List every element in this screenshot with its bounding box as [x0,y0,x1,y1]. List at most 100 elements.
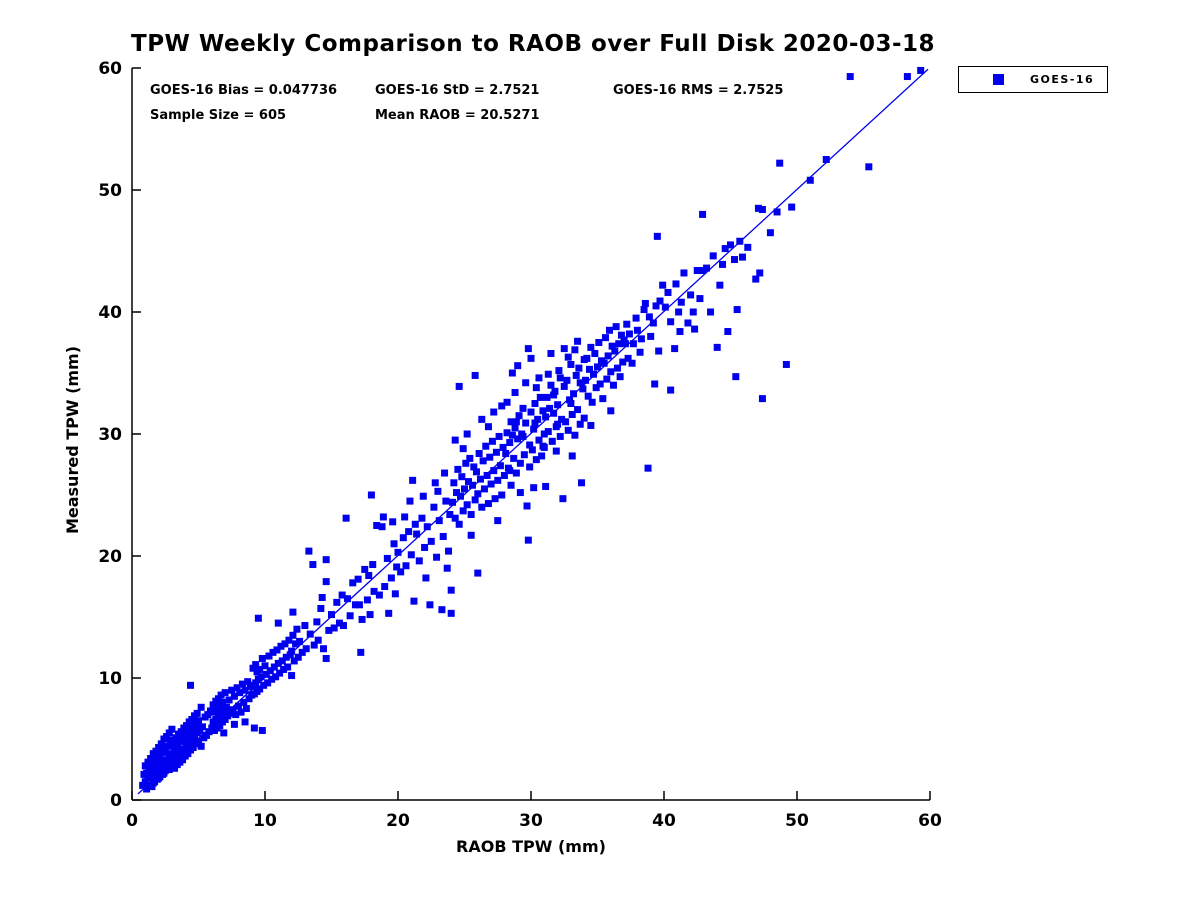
y-axis-label: Measured TPW (mm) [63,346,82,534]
data-point [260,681,268,689]
data-point [218,698,226,706]
data-point [609,381,617,389]
data-point [596,380,604,388]
x-tick-label: 40 [652,811,676,831]
data-point [152,768,160,776]
y-tick-label: 10 [98,669,122,689]
data-point [520,451,528,459]
data-point [530,484,538,492]
data-point [766,229,774,237]
data-point [266,667,274,675]
data-point [426,601,434,609]
data-point [171,745,179,753]
data-point [155,774,163,782]
data-point [441,469,449,477]
data-point [349,579,357,587]
data-point [378,523,386,531]
data-point [309,561,317,569]
data-point [576,379,584,387]
data-point [503,398,511,406]
data-point [228,686,236,694]
data-point [249,664,257,672]
data-point [230,692,238,700]
data-point [548,437,556,445]
data-point [393,563,401,571]
data-point [568,452,576,460]
data-point [233,684,241,692]
data-point [458,473,466,481]
data-point [293,625,301,633]
data-point [289,631,297,639]
data-point [180,745,188,753]
data-point [241,686,249,694]
data-point [547,349,555,357]
data-point [628,359,636,367]
data-point [571,431,579,439]
data-point [556,374,564,382]
data-point [184,750,192,758]
data-point [245,695,253,703]
data-point [583,354,591,362]
data-point [234,702,242,710]
data-point [684,319,692,327]
stat-sample-size: Sample Size = 605 [150,108,287,123]
data-point [562,418,570,426]
data-point [254,614,262,622]
data-point [317,604,325,612]
data-point [262,670,270,678]
data-point [423,523,431,531]
data-point [526,463,534,471]
data-point [455,382,463,390]
data-point [615,340,623,348]
data-point [370,587,378,595]
data-point [175,751,183,759]
data-point [486,453,494,461]
data-point [567,400,575,407]
data-point [484,500,492,508]
data-point [595,339,603,346]
data-point [177,728,185,736]
data-point [139,781,147,789]
data-point [322,578,330,586]
data-point [758,395,766,403]
data-point [216,722,224,730]
data-point [258,654,266,662]
data-point [212,715,220,723]
data-point [738,253,746,261]
data-point [358,615,366,623]
data-point [564,353,572,361]
data-point [232,711,240,719]
data-point [574,406,582,414]
data-point [508,431,516,439]
data-point [155,744,163,752]
data-point [680,269,688,277]
x-axis-label: RAOB TPW (mm) [456,837,606,856]
data-point [389,518,397,526]
data-point [713,343,721,351]
data-point [707,308,715,316]
data-point [204,711,212,719]
data-point [637,335,645,343]
stat-std: GOES-16 StD = 2.7521 [375,83,540,98]
data-point [165,766,173,773]
data-point [205,728,213,736]
data-point [499,443,507,451]
data-point [510,454,518,462]
data-point [594,363,601,371]
data-point [488,437,496,445]
data-point [152,752,160,760]
data-point [575,364,583,372]
data-point [328,611,335,619]
x-tick-label: 30 [519,811,543,831]
data-point [221,715,229,723]
data-point [865,163,873,171]
data-point [604,352,612,360]
data-point [241,718,249,726]
y-tick-label: 20 [98,547,122,567]
data-point [385,609,393,617]
data-point [625,330,633,338]
data-point [496,462,504,470]
data-point [498,491,506,499]
data-point [217,691,225,699]
data-point [560,382,568,390]
